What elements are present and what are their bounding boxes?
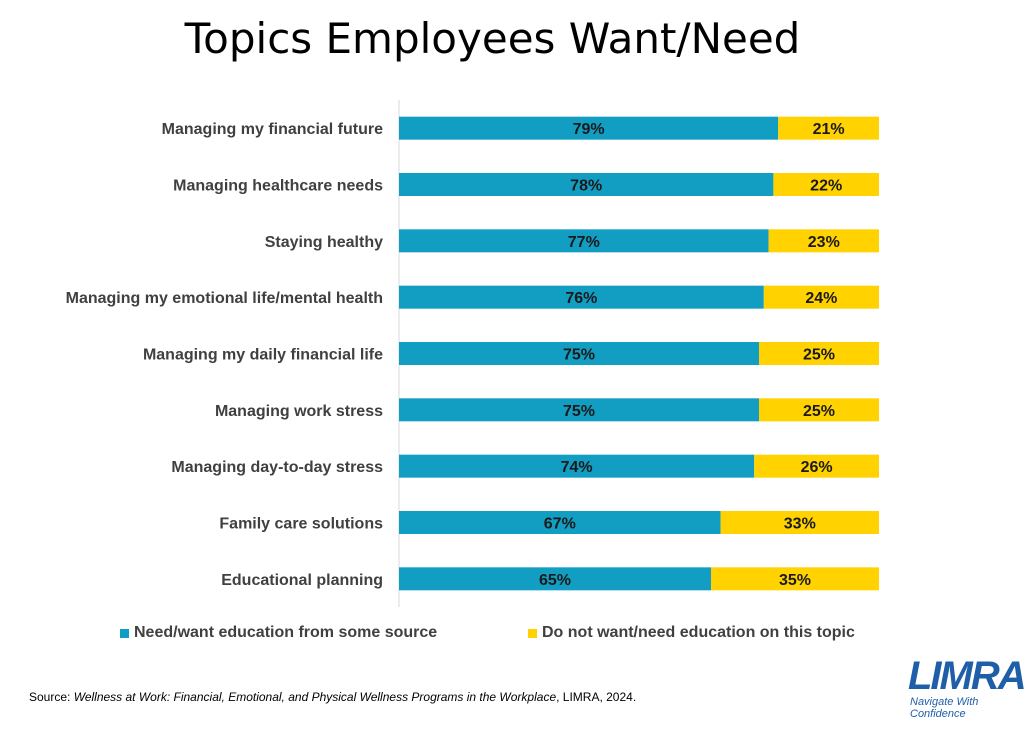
bar-segment-need: [399, 398, 759, 422]
data-label-need: 75%: [563, 347, 595, 364]
chart-title: Topics Employees Want/Need: [184, 14, 801, 63]
data-label-not-need: 33%: [784, 516, 816, 533]
bar-segment-not-need: [759, 398, 879, 422]
logo-tagline-1: Navigate With: [910, 696, 979, 708]
source-prefix: Source:: [29, 690, 74, 704]
data-label-need: 75%: [563, 403, 595, 420]
bar-segment-need: [399, 173, 774, 196]
category-label: Educational planning: [221, 572, 383, 589]
bar-segment-not-need: [778, 116, 879, 140]
data-label-not-need: 22%: [810, 178, 842, 195]
category-label: Managing day-to-day stress: [171, 459, 383, 476]
data-label-not-need: 35%: [779, 572, 811, 589]
bar-segment-not-need: [768, 229, 879, 253]
bar-segment-not-need: [711, 567, 879, 591]
data-label-need: 74%: [561, 459, 593, 476]
legend-swatch-need: [120, 628, 129, 638]
legend-label-not-need: Do not want/need education on this topic: [542, 624, 855, 641]
category-label: Managing healthcare needs: [173, 178, 383, 195]
bar-segment-need: [399, 567, 711, 591]
category-label: Managing my emotional life/mental health: [66, 290, 383, 307]
category-label: Managing my financial future: [162, 121, 383, 138]
bar-segment-not-need: [759, 342, 879, 365]
bar-segment-not-need: [773, 173, 879, 196]
category-label: Managing work stress: [215, 403, 383, 420]
category-label: Family care solutions: [219, 516, 383, 533]
data-label-not-need: 25%: [803, 403, 835, 420]
data-label-need: 79%: [573, 121, 605, 138]
legend-item-not-need: Do not want/need education on this topic: [528, 624, 855, 642]
data-label-need: 77%: [568, 234, 600, 251]
bar-segment-need: [399, 511, 721, 534]
bar-segment-need: [399, 229, 769, 253]
data-label-need: 76%: [565, 290, 597, 307]
bar-segment-not-need: [763, 285, 879, 309]
category-label: Managing my daily financial life: [143, 347, 383, 364]
data-label-not-need: 26%: [801, 459, 833, 476]
bar-segment-need: [399, 116, 779, 140]
legend-label-need: Need/want education from some source: [134, 624, 438, 641]
data-label-need: 67%: [544, 516, 576, 533]
data-label-not-need: 21%: [813, 121, 845, 138]
data-label-not-need: 24%: [805, 290, 837, 307]
source-suffix: , LIMRA, 2024.: [556, 690, 637, 704]
bar-segment-need: [399, 342, 759, 365]
source-note: Source: Wellness at Work: Financial, Emo…: [29, 690, 636, 704]
limra-logo: LIMRA Navigate With Confidence: [908, 654, 1027, 726]
bar-segment-not-need: [754, 454, 879, 478]
data-label-not-need: 23%: [808, 234, 840, 251]
bar-segment-need: [399, 454, 755, 478]
legend-swatch-not-need: [528, 628, 537, 638]
source-title: Wellness at Work: Financial, Emotional, …: [73, 690, 557, 704]
bar-segment-not-need: [720, 511, 879, 534]
bar-segment-need: [399, 285, 764, 309]
logo-wordmark: LIMRA: [908, 654, 1027, 698]
data-label-need: 65%: [539, 572, 571, 589]
data-label-need: 78%: [570, 178, 602, 195]
category-label: Staying healthy: [265, 234, 383, 251]
logo-tagline-2: Confidence: [910, 708, 966, 720]
data-label-not-need: 25%: [803, 347, 835, 364]
stacked-bar-chart: Managing my financial future 79% 21% Managi…: [66, 100, 879, 607]
legend-item-need: Need/want education from some source: [120, 624, 437, 642]
